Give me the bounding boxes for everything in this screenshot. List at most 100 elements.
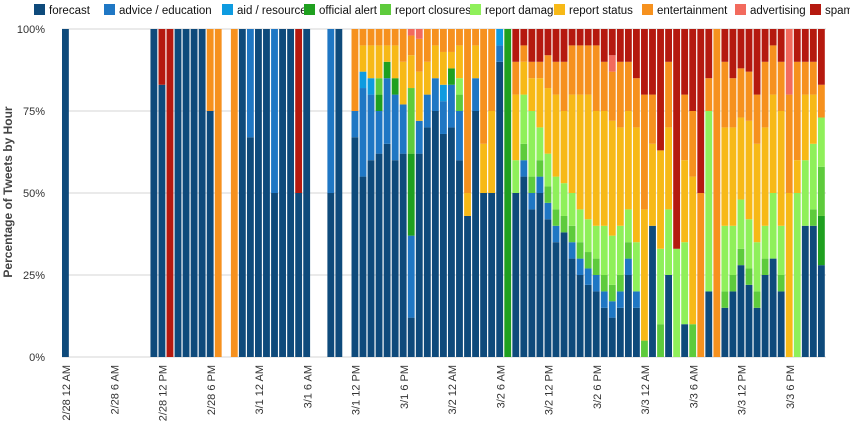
bar-segment-82-7 (721, 61, 729, 128)
bar-segment-41-3 (391, 78, 399, 95)
bar-segment-82-6 (721, 127, 729, 226)
y-axis-ticks: 0% 25% 50% 75% 100% (17, 24, 45, 364)
bar-segment-57-4 (520, 143, 528, 161)
bar-segment-93-6 (809, 94, 817, 144)
y-tick-label-3: 75% (23, 106, 45, 118)
legend-swatch-5 (470, 4, 481, 15)
bar-segment-23-1 (246, 29, 254, 138)
bar-segment-52-7 (480, 29, 488, 144)
bar-segment-49-6 (456, 45, 463, 79)
bar-segment-85-7 (745, 71, 753, 121)
bar-segment-71-6 (632, 127, 640, 243)
bar-segment-29-0 (295, 193, 303, 357)
bar-segment-86-0 (753, 307, 761, 357)
bar-segment-56-9 (512, 29, 520, 62)
x-axis-ticks: 2/28 12 AM 2/28 6 AM 2/28 12 PM 2/28 6 PM 3/… (61, 365, 797, 421)
bar-segment-61-9 (552, 29, 560, 62)
bar-segment-66-1 (592, 275, 600, 292)
bar-segment-46-6 (431, 45, 439, 79)
bar-segment-47-1 (439, 101, 447, 134)
bar-segment-65-4 (584, 252, 592, 269)
bar-segment-62-9 (560, 29, 568, 62)
bar-segment-14-0 (174, 29, 182, 357)
bar-segment-60-1 (544, 202, 552, 220)
bar-segment-93-4 (809, 209, 817, 226)
bar-segment-71-9 (632, 29, 640, 79)
bar-segment-58-6 (528, 78, 536, 111)
legend-swatch-1 (104, 4, 115, 15)
bar-segment-50-6 (464, 193, 471, 216)
legend-swatch-8 (735, 4, 746, 15)
legend-label-9: spam (825, 5, 850, 17)
bar-segment-41-7 (391, 29, 399, 46)
bar-segment-45-7 (423, 29, 431, 62)
bar-segment-56-6 (512, 94, 520, 161)
y-tick-label-0: 0% (29, 352, 45, 364)
bar-segment-64-4 (576, 242, 584, 259)
bar-segment-72-4 (641, 340, 648, 357)
bar-segment-64-9 (576, 29, 584, 46)
bar-segment-62-7 (560, 61, 568, 111)
bar-segment-47-0 (439, 133, 447, 357)
bar-segment-57-9 (520, 29, 528, 46)
bar-segment-62-4 (560, 215, 568, 233)
bar-segment-94-9 (817, 29, 825, 85)
legend: forecast advice / education aid / resource… (34, 4, 850, 17)
bar-segment-68-7 (608, 71, 616, 121)
bar-segment-60-0 (544, 219, 552, 357)
x-tick-label-0: 2/28 12 AM (61, 365, 73, 421)
bar-segment-94-4 (817, 166, 825, 216)
bar-segment-66-4 (592, 258, 600, 275)
bar-segment-68-5 (608, 235, 616, 285)
bar-segment-19-7 (214, 29, 222, 357)
bar-segment-38-1 (367, 94, 375, 161)
bar-segment-87-7 (761, 61, 769, 128)
bar-segment-47-2 (439, 84, 447, 102)
bar-segment-86-7 (753, 94, 761, 144)
bar-segment-71-7 (632, 78, 640, 128)
bar-segment-83-4 (729, 275, 737, 292)
bar-segment-93-5 (809, 143, 817, 210)
bar-segment-89-0 (777, 291, 785, 357)
legend-label-5: report damage (485, 5, 560, 17)
bar-segment-79-7 (697, 193, 705, 357)
bar-segment-39-6 (375, 45, 383, 79)
bar-segment-92-0 (801, 225, 809, 357)
bar-segment-37-1 (359, 88, 367, 177)
bar-segment-69-1 (616, 291, 624, 308)
legend-label-7: entertainment (657, 5, 728, 17)
x-tick-label-1: 2/28 6 AM (109, 365, 121, 415)
bar-segment-69-6 (616, 127, 624, 226)
bar-segment-11-0 (150, 29, 158, 357)
bar-segment-61-4 (552, 209, 560, 226)
bar-segment-82-0 (721, 307, 729, 357)
legend-swatch-3 (304, 4, 315, 15)
bar-segment-64-5 (576, 209, 584, 243)
bar-segment-26-0 (271, 193, 278, 357)
bar-segment-37-7 (359, 29, 367, 46)
bar-segment-29-9 (295, 29, 303, 193)
bar-segment-54-0 (496, 61, 504, 358)
bar-segment-70-5 (624, 209, 632, 243)
bar-segment-69-5 (616, 225, 624, 275)
legend-swatch-4 (380, 4, 391, 15)
bar-segment-41-1 (391, 94, 399, 161)
bar-segment-49-1 (456, 111, 463, 161)
bar-segment-67-6 (600, 111, 608, 226)
bar-segment-88-6 (769, 94, 777, 193)
bar-segment-71-1 (632, 291, 640, 308)
x-tick-label-5: 3/1 6 AM (302, 365, 314, 408)
bar-segment-60-6 (544, 88, 552, 154)
x-tick-label-10: 3/2 12 PM (544, 365, 556, 415)
bar-segment-65-9 (584, 29, 592, 46)
legend-swatch-0 (34, 4, 45, 15)
bar-segment-59-9 (536, 29, 544, 62)
bar-segment-48-1 (448, 84, 455, 128)
bar-segment-84-4 (737, 248, 745, 266)
y-tick-label-2: 50% (23, 188, 45, 200)
bar-segment-21-7 (230, 29, 238, 357)
bar-segment-86-5 (753, 242, 761, 292)
bar-segment-86-4 (753, 291, 761, 308)
bar-segment-69-4 (616, 275, 624, 292)
